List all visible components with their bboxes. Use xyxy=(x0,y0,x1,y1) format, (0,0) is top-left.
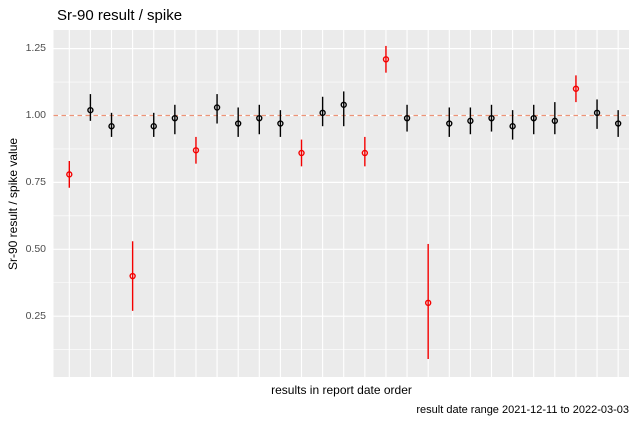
data-point xyxy=(551,117,559,125)
data-point xyxy=(256,114,263,122)
y-tick-label: 0.75 xyxy=(25,175,46,188)
data-point xyxy=(614,120,622,127)
data-point xyxy=(87,106,94,114)
x-axis-title: results in report date order xyxy=(271,383,412,397)
data-point xyxy=(446,120,453,127)
data-point xyxy=(530,114,537,122)
data-point xyxy=(319,109,326,117)
y-axis-title: Sr-90 result / spike value xyxy=(6,137,20,270)
y-tick-label: 0.25 xyxy=(25,309,46,322)
plot-title: Sr-90 result / spike xyxy=(57,7,183,24)
data-point xyxy=(382,56,390,63)
data-point xyxy=(129,272,136,280)
y-tick-label: 0.50 xyxy=(25,242,46,255)
data-point xyxy=(361,149,369,157)
data-point xyxy=(340,101,347,108)
data-point xyxy=(298,149,305,157)
data-point xyxy=(66,171,73,178)
data-point xyxy=(467,117,474,125)
data-point xyxy=(488,114,495,122)
data-point xyxy=(572,85,580,92)
data-point xyxy=(593,109,601,117)
data-point xyxy=(234,120,242,127)
data-point xyxy=(213,104,221,111)
panel-background xyxy=(53,30,629,377)
plot-caption: result date range 2021-12-11 to 2022-03-… xyxy=(416,404,629,416)
y-tick-label: 1.25 xyxy=(25,42,46,55)
data-point xyxy=(192,147,200,154)
data-point xyxy=(277,120,284,127)
data-point xyxy=(403,114,411,122)
data-point xyxy=(171,114,179,122)
data-point xyxy=(108,123,115,130)
data-point xyxy=(424,299,432,307)
data-point xyxy=(509,123,516,130)
data-point xyxy=(150,123,157,130)
y-tick-label: 1.00 xyxy=(25,109,46,121)
